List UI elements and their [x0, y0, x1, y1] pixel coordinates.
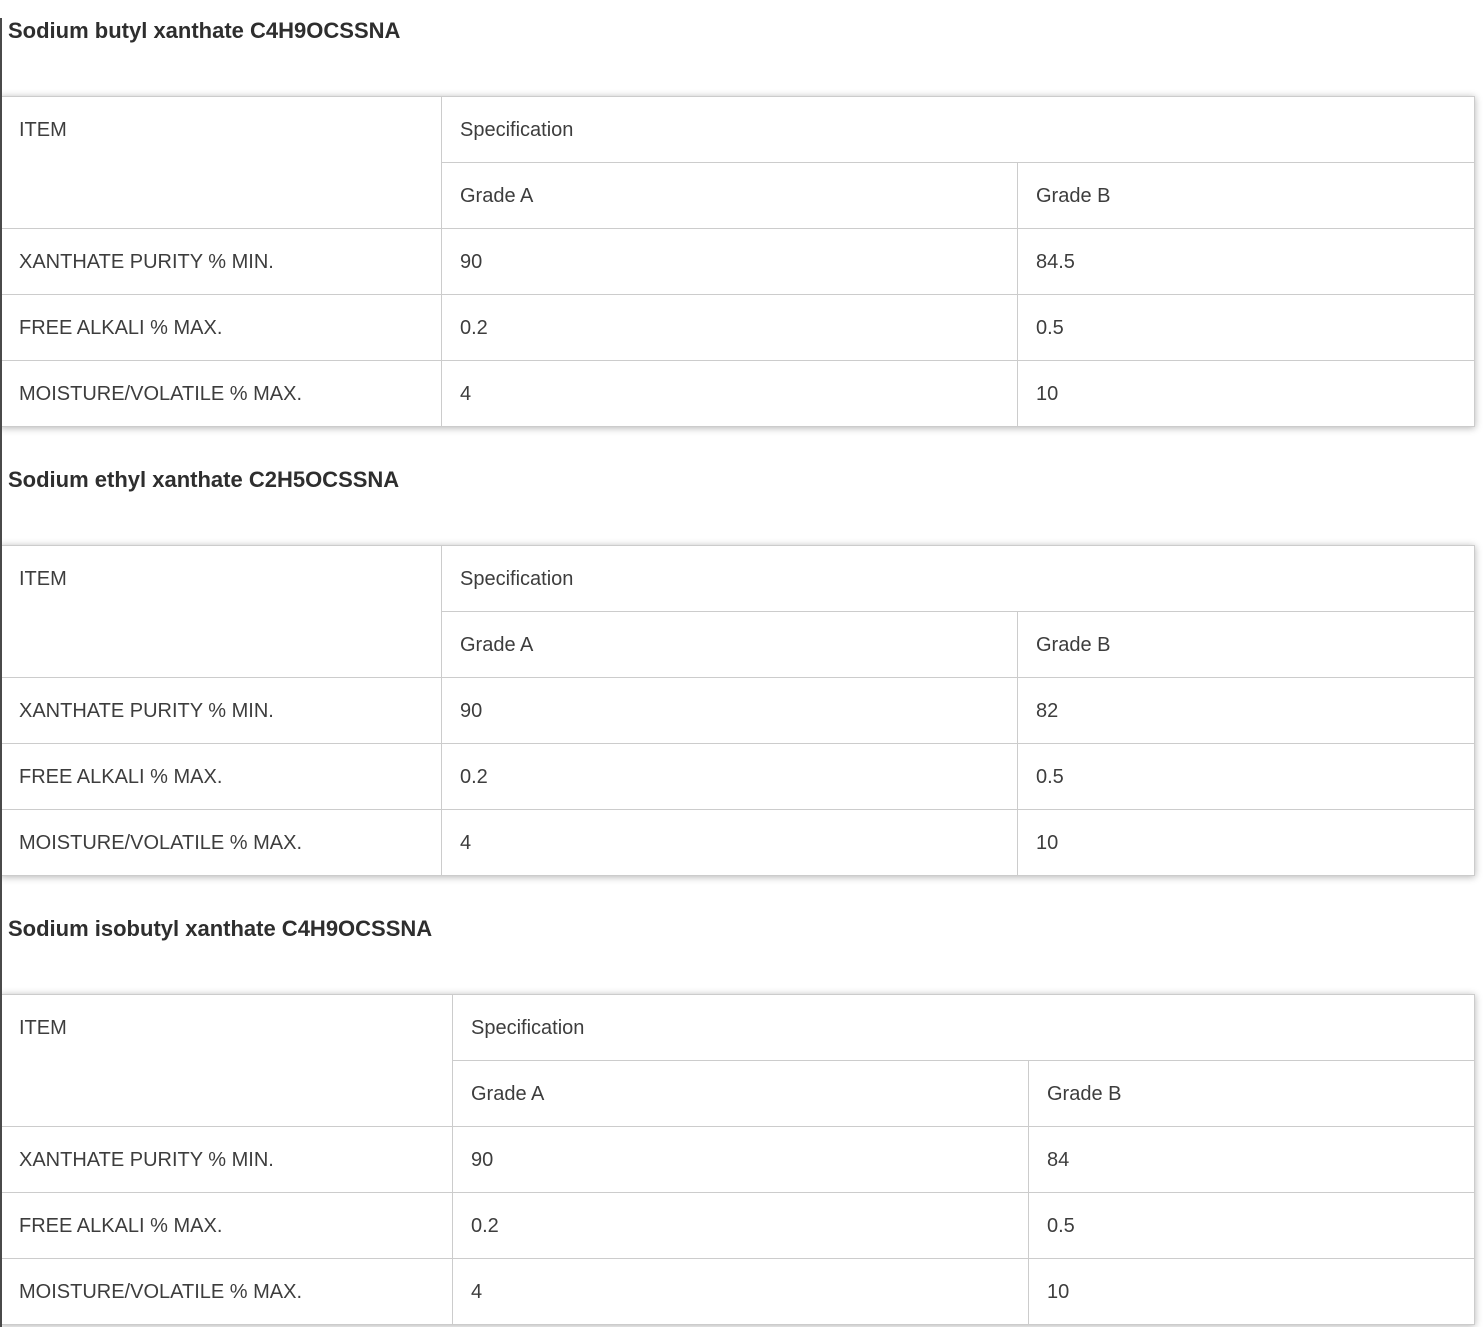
grade-b-value-cell: 84.5: [1017, 228, 1475, 295]
item-label-cell: XANTHATE PURITY % MIN.: [0, 677, 442, 744]
item-label-cell: XANTHATE PURITY % MIN.: [0, 1126, 453, 1193]
spec-table-sodium-isobutyl-xanthate: ITEM Specification Grade A Grade B XANTH…: [0, 994, 1475, 1325]
grade-b-header-cell: Grade B: [1017, 162, 1475, 229]
grade-header-row: Grade A Grade B: [1, 162, 1475, 229]
grade-header-row: Grade A Grade B: [1, 611, 1475, 678]
section-heading: Sodium ethyl xanthate C2H5OCSSNA: [8, 467, 400, 492]
grade-a-value-cell: 0.2: [441, 743, 1018, 810]
specification-header-cell: Specification: [452, 994, 1475, 1061]
table-row: XANTHATE PURITY % MIN. 90 82: [0, 677, 1475, 744]
table-row: FREE ALKALI % MAX. 0.2 0.5: [0, 294, 1475, 361]
grade-b-value-cell: 0.5: [1017, 743, 1475, 810]
grade-a-header-cell: Grade A: [441, 162, 1018, 229]
grade-b-value-cell: 10: [1028, 1258, 1475, 1325]
item-header-cell: ITEM: [0, 96, 442, 229]
item-label-cell: MOISTURE/VOLATILE % MAX.: [0, 360, 442, 427]
grade-b-value-cell: 84: [1028, 1126, 1475, 1193]
item-label-cell: FREE ALKALI % MAX.: [0, 743, 442, 810]
table-row: FREE ALKALI % MAX. 0.2 0.5: [0, 743, 1475, 810]
item-label-cell: MOISTURE/VOLATILE % MAX.: [0, 1258, 453, 1325]
grade-a-value-cell: 4: [452, 1258, 1029, 1325]
content-area: Sodium butyl xanthate C4H9OCSSNA ITEM Sp…: [0, 18, 1483, 1325]
grade-a-value-cell: 0.2: [452, 1192, 1029, 1259]
grade-a-header-cell: Grade A: [441, 611, 1018, 678]
spec-table-sodium-ethyl-xanthate: ITEM Specification Grade A Grade B XANTH…: [0, 545, 1475, 876]
grade-a-value-cell: 90: [452, 1126, 1029, 1193]
grade-b-value-cell: 10: [1017, 360, 1475, 427]
grade-b-value-cell: 0.5: [1028, 1192, 1475, 1259]
table-row: XANTHATE PURITY % MIN. 90 84.5: [0, 228, 1475, 295]
grade-a-value-cell: 90: [441, 228, 1018, 295]
grade-b-value-cell: 10: [1017, 809, 1475, 876]
section-heading: Sodium butyl xanthate C4H9OCSSNA: [8, 18, 401, 43]
table-header-row: ITEM Specification: [0, 96, 1475, 229]
item-label-cell: MOISTURE/VOLATILE % MAX.: [0, 809, 442, 876]
table-row: XANTHATE PURITY % MIN. 90 84: [0, 1126, 1475, 1193]
table-row: MOISTURE/VOLATILE % MAX. 4 10: [0, 809, 1475, 876]
grade-a-value-cell: 90: [441, 677, 1018, 744]
grade-header-row: Grade A Grade B: [1, 1060, 1475, 1127]
grade-a-value-cell: 4: [441, 360, 1018, 427]
item-label-cell: FREE ALKALI % MAX.: [0, 1192, 453, 1259]
section-sodium-butyl-xanthate: Sodium butyl xanthate C4H9OCSSNA ITEM Sp…: [0, 18, 1483, 427]
specification-header-cell: Specification: [441, 545, 1475, 612]
grade-b-value-cell: 0.5: [1017, 294, 1475, 361]
table-row: MOISTURE/VOLATILE % MAX. 4 10: [0, 1258, 1475, 1325]
grade-b-header-cell: Grade B: [1017, 611, 1475, 678]
table-header-row: ITEM Specification: [0, 994, 1475, 1127]
section-sodium-ethyl-xanthate: Sodium ethyl xanthate C2H5OCSSNA ITEM Sp…: [0, 467, 1483, 876]
item-header-cell: ITEM: [0, 994, 453, 1127]
grade-b-header-cell: Grade B: [1028, 1060, 1475, 1127]
spec-table-sodium-butyl-xanthate: ITEM Specification Grade A Grade B XANTH…: [0, 96, 1475, 427]
grade-a-value-cell: 0.2: [441, 294, 1018, 361]
table-row: FREE ALKALI % MAX. 0.2 0.5: [0, 1192, 1475, 1259]
item-label-cell: XANTHATE PURITY % MIN.: [0, 228, 442, 295]
section-sodium-isobutyl-xanthate: Sodium isobutyl xanthate C4H9OCSSNA ITEM…: [0, 916, 1483, 1325]
grade-a-value-cell: 4: [441, 809, 1018, 876]
specification-header-cell: Specification: [441, 96, 1475, 163]
table-row: MOISTURE/VOLATILE % MAX. 4 10: [0, 360, 1475, 427]
item-header-cell: ITEM: [0, 545, 442, 678]
table-header-row: ITEM Specification: [0, 545, 1475, 678]
grade-a-header-cell: Grade A: [452, 1060, 1029, 1127]
page-left-edge: [0, 18, 2, 1327]
grade-b-value-cell: 82: [1017, 677, 1475, 744]
item-label-cell: FREE ALKALI % MAX.: [0, 294, 442, 361]
section-heading: Sodium isobutyl xanthate C4H9OCSSNA: [8, 916, 433, 941]
